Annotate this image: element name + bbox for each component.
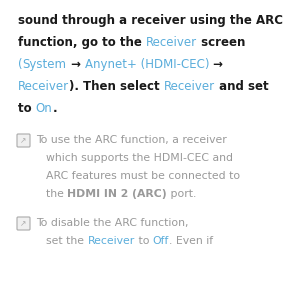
Text: . Even if: . Even if — [169, 236, 213, 246]
Text: and set: and set — [215, 80, 269, 93]
Text: ↗: ↗ — [20, 136, 27, 145]
FancyBboxPatch shape — [17, 217, 30, 230]
FancyBboxPatch shape — [17, 134, 30, 147]
Text: HDMI IN 2 (ARC): HDMI IN 2 (ARC) — [68, 189, 167, 199]
Text: Receiver: Receiver — [164, 80, 215, 93]
Text: To disable the ARC function,: To disable the ARC function, — [36, 218, 188, 228]
Text: ARC features must be connected to: ARC features must be connected to — [46, 171, 240, 181]
Text: Receiver: Receiver — [18, 80, 69, 93]
Text: Anynet+ (HDMI-CEC): Anynet+ (HDMI-CEC) — [85, 58, 209, 71]
Text: On: On — [36, 102, 52, 115]
Text: which supports the HDMI-CEC and: which supports the HDMI-CEC and — [46, 153, 233, 163]
Text: System: System — [22, 58, 67, 71]
Text: function, go to the: function, go to the — [18, 36, 146, 49]
Text: →: → — [67, 58, 85, 71]
Text: To use the ARC function, a receiver: To use the ARC function, a receiver — [36, 135, 227, 145]
Text: .: . — [52, 102, 57, 115]
Text: to: to — [135, 236, 153, 246]
Text: Receiver: Receiver — [88, 236, 135, 246]
Text: screen: screen — [197, 36, 245, 49]
Text: Receiver: Receiver — [146, 36, 197, 49]
Text: the: the — [46, 189, 68, 199]
Text: Then select: Then select — [83, 80, 164, 93]
Text: ).: ). — [69, 80, 83, 93]
Text: →: → — [209, 58, 223, 71]
Text: to: to — [18, 102, 36, 115]
Text: port.: port. — [167, 189, 196, 199]
Text: set the: set the — [46, 236, 88, 246]
Text: (: ( — [18, 58, 22, 71]
Text: sound through a receiver using the ARC: sound through a receiver using the ARC — [18, 14, 283, 27]
Text: Off: Off — [153, 236, 169, 246]
Text: ↗: ↗ — [20, 219, 27, 228]
